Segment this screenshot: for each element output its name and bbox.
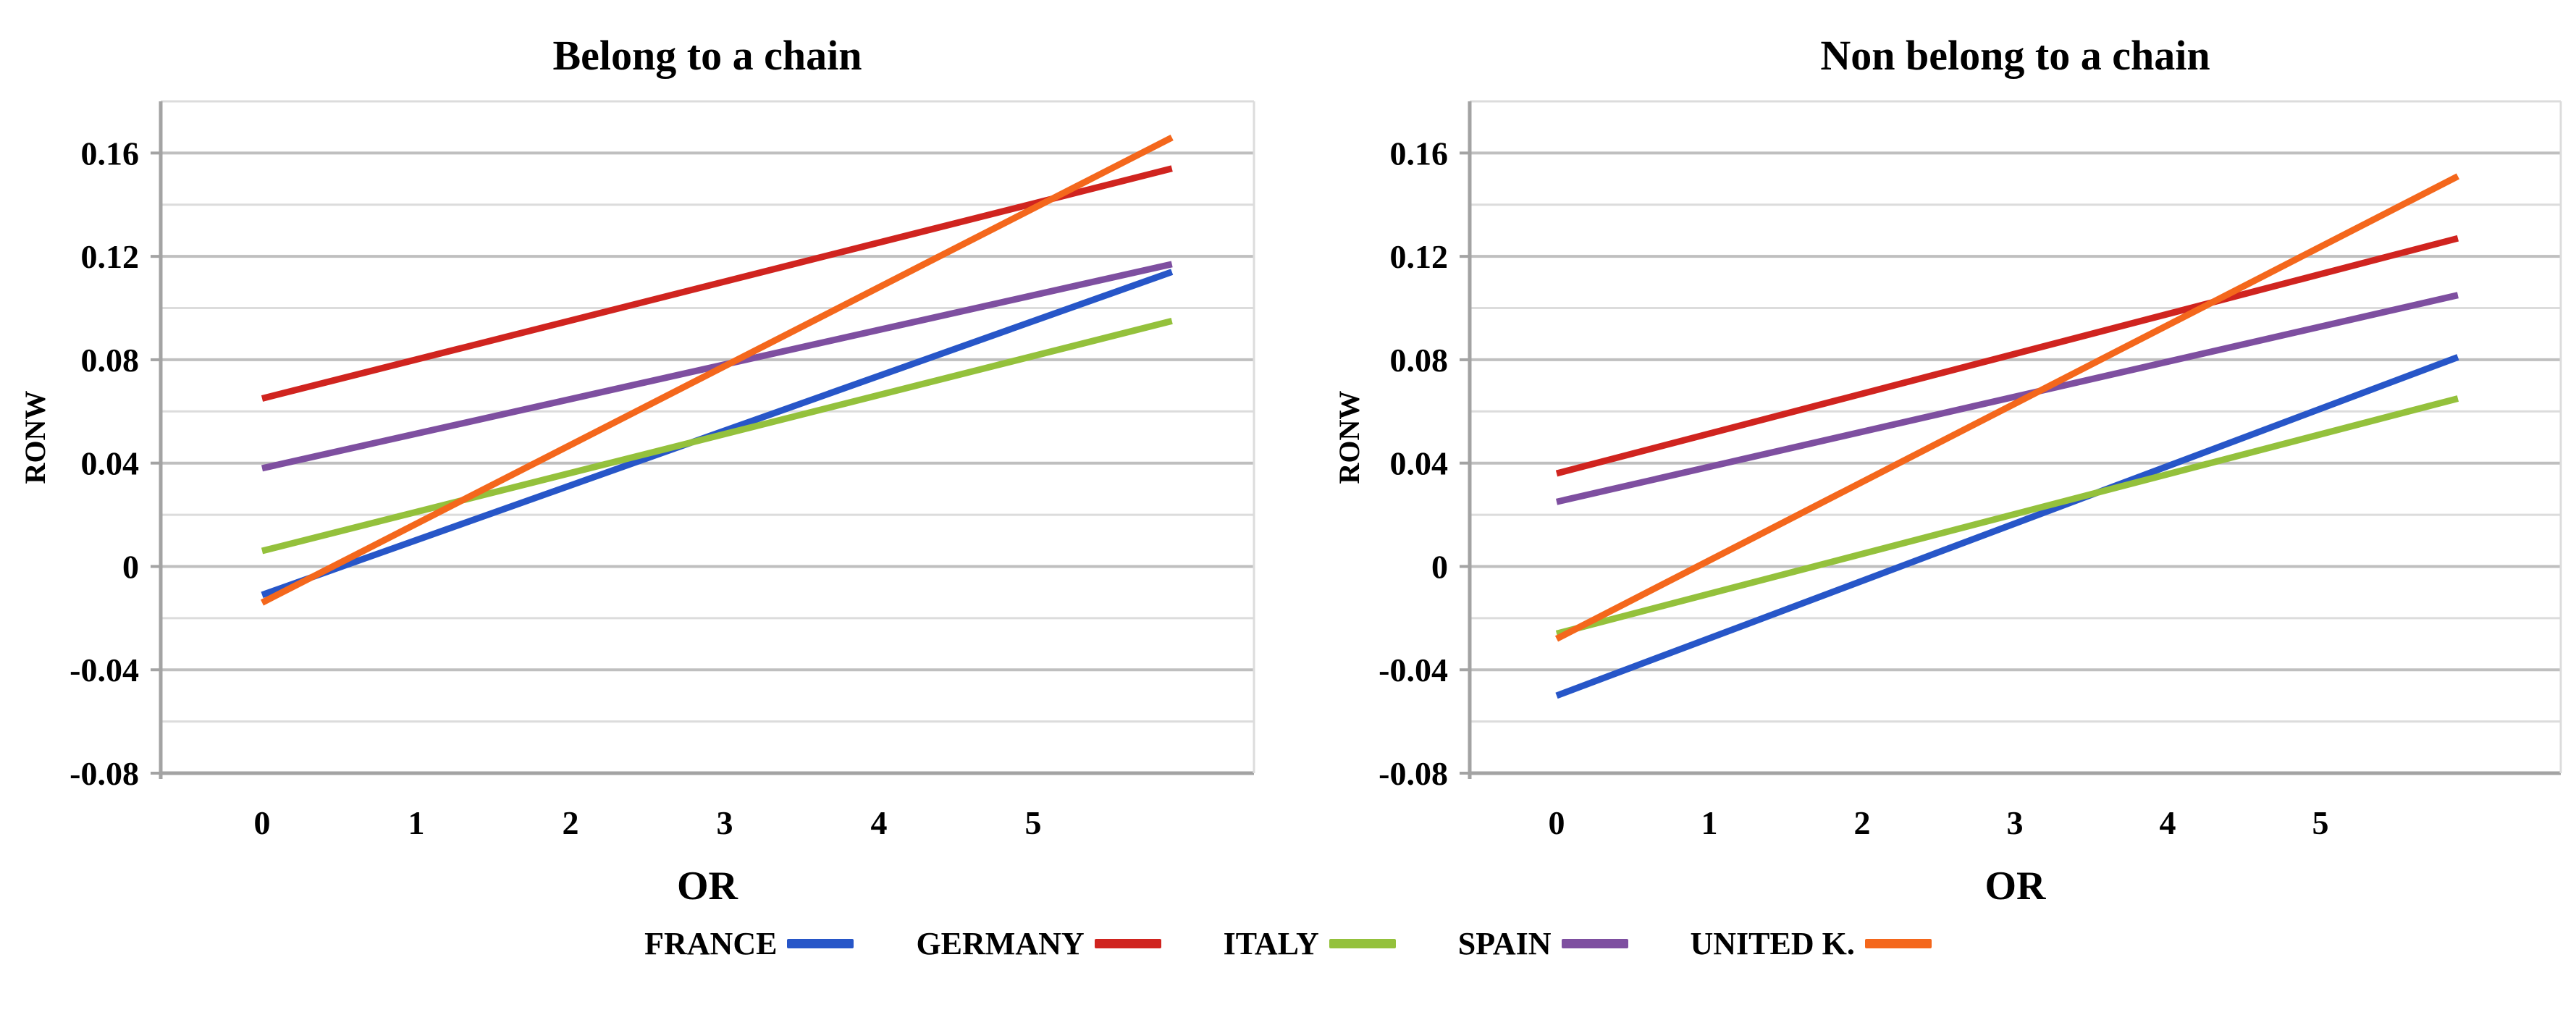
legend-item-france: FRANCE xyxy=(644,925,854,962)
series-line-italy xyxy=(261,318,1173,555)
legend-label: SPAIN xyxy=(1457,926,1552,961)
x-tick-label: 5 xyxy=(1025,804,1042,841)
y-tick-label: 0.04 xyxy=(81,445,140,482)
chart-svg-non-belong: 0.16 0.12 0.08 0.04 0 -0.04 -0.08 0 1 2 3 4 5 Non bel… xyxy=(1333,32,2562,909)
x-tick-label: 1 xyxy=(408,804,425,841)
x-tick-label: 1 xyxy=(1701,804,1718,841)
x-axis-label: OR xyxy=(1985,864,2047,909)
series-line-united-k xyxy=(1554,173,2459,642)
chart-title: Belong to a chain xyxy=(553,32,862,79)
y-tick-label: -0.08 xyxy=(1379,755,1448,792)
x-tick-label: 3 xyxy=(2007,804,2024,841)
y-tick-label: 0.08 xyxy=(81,342,140,379)
legend-item-germany: GERMANY xyxy=(916,925,1161,962)
chart-title: Non belong to a chain xyxy=(1820,32,2210,79)
x-tick-label: 3 xyxy=(717,804,733,841)
series-line-france xyxy=(1555,354,2459,699)
y-tick-label: -0.04 xyxy=(1379,652,1448,688)
legend-item-united-k: UNITED K. xyxy=(1691,925,1932,962)
y-tick-label: 0 xyxy=(1431,548,1448,585)
legend-line-swatch xyxy=(1329,939,1396,948)
legend-item-italy: ITALY xyxy=(1224,925,1396,962)
y-tick-label: -0.08 xyxy=(70,755,139,792)
legend-line-swatch xyxy=(1094,939,1161,948)
series-line-united-k xyxy=(260,134,1174,606)
series-line-italy xyxy=(1555,395,2459,637)
chart-svg-belong: 0.16 0.12 0.08 0.04 0 -0.04 -0.08 0 1 2 3 4 5 Belong … xyxy=(19,32,1255,909)
legend-line-swatch xyxy=(1864,939,1932,948)
y-axis-label: RONW xyxy=(19,391,51,484)
y-axis-label: RONW xyxy=(1333,391,1365,484)
x-tick-label: 2 xyxy=(563,804,579,841)
y-tick-label: 0.12 xyxy=(81,238,140,275)
y-tick-label: -0.04 xyxy=(70,652,139,688)
series-line-germany xyxy=(261,165,1173,402)
series-line-spain xyxy=(261,261,1173,472)
x-tick-label: 0 xyxy=(254,804,271,841)
legend-label: FRANCE xyxy=(644,926,778,961)
y-tick-label: 0.16 xyxy=(1390,135,1449,172)
legend-label: ITALY xyxy=(1223,926,1319,961)
y-tick-label: 0.12 xyxy=(1390,238,1449,275)
chart-belong-to-a-chain: 0.16 0.12 0.08 0.04 0 -0.04 -0.08 0 1 2 3 4 5 Belong … xyxy=(0,0,1288,909)
series-line-germany xyxy=(1555,235,2459,477)
series-line-spain xyxy=(1555,292,2459,505)
legend: FRANCE GERMANY ITALY SPAIN UNITED K. xyxy=(0,925,2576,962)
x-tick-label: 5 xyxy=(2312,804,2329,841)
legend-label: UNITED K. xyxy=(1690,926,1855,961)
legend-label: GERMANY xyxy=(916,926,1085,961)
x-tick-label: 2 xyxy=(1854,804,1871,841)
legend-line-swatch xyxy=(787,939,854,948)
x-axis-label: OR xyxy=(677,864,738,909)
charts-row: 0.16 0.12 0.08 0.04 0 -0.04 -0.08 0 1 2 3 4 5 Belong … xyxy=(0,0,2576,909)
y-tick-label: 0.08 xyxy=(1390,342,1449,379)
x-tick-label: 4 xyxy=(871,804,888,841)
legend-item-spain: SPAIN xyxy=(1458,925,1628,962)
x-tick-label: 0 xyxy=(1549,804,1565,841)
x-tick-label: 4 xyxy=(2160,804,2176,841)
chart-non-belong-to-a-chain: 0.16 0.12 0.08 0.04 0 -0.04 -0.08 0 1 2 3 4 5 Non bel… xyxy=(1288,0,2576,909)
y-tick-label: 0.16 xyxy=(81,135,140,172)
y-tick-label: 0.04 xyxy=(1390,445,1449,482)
y-tick-label: 0 xyxy=(122,548,139,585)
legend-line-swatch xyxy=(1561,939,1628,948)
